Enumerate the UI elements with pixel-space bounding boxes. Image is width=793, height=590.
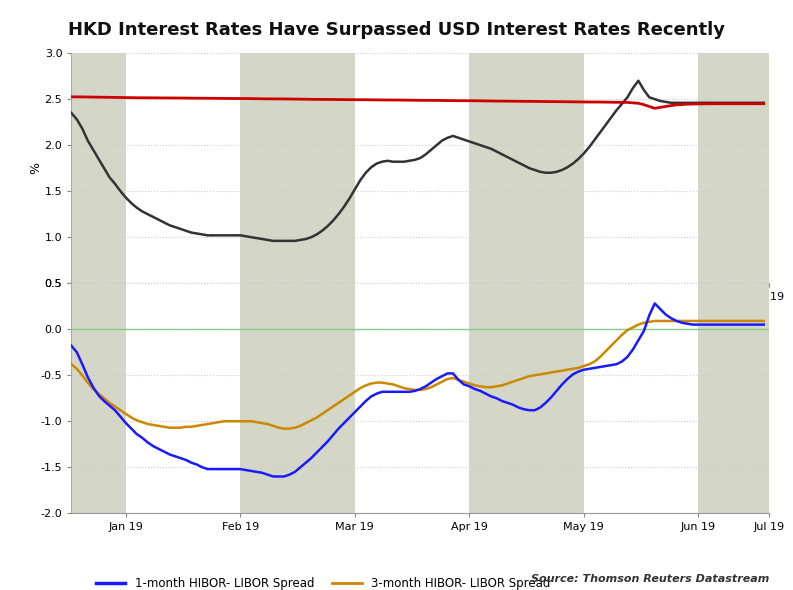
Bar [699,283,769,513]
Bar [240,283,354,513]
Legend: 1-month HIBOR- LIBOR Spread, 3-month HIBOR- LIBOR Spread: 1-month HIBOR- LIBOR Spread, 3-month HIB… [91,572,555,590]
Bar [71,283,126,513]
Bar [71,283,126,513]
Bar [699,53,769,283]
Bar [469,53,584,283]
Bar [699,283,769,513]
Bar [469,283,584,513]
Bar [240,53,354,283]
Bar [699,53,769,283]
Bar [469,53,584,283]
Bar [71,283,126,513]
Bar [699,53,769,283]
Bar [71,53,126,283]
Bar [240,283,354,513]
Y-axis label: %: % [29,162,42,174]
Legend: USS 1-month LIBOR (Interbank), HKD 1-month HIBOR (Interbank): USS 1-month LIBOR (Interbank), HKD 1-mon… [91,324,573,346]
Bar [469,283,584,513]
Text: Source: Thomson Reuters Datastream: Source: Thomson Reuters Datastream [531,574,769,584]
Bar [240,53,354,283]
Bar [469,283,584,513]
Bar [240,283,354,513]
Bar [469,53,584,283]
Bar [71,53,126,283]
Text: HKD Interest Rates Have Surpassed USD Interest Rates Recently: HKD Interest Rates Have Surpassed USD In… [68,21,725,39]
Bar [71,53,126,283]
Bar [240,53,354,283]
Bar [699,283,769,513]
